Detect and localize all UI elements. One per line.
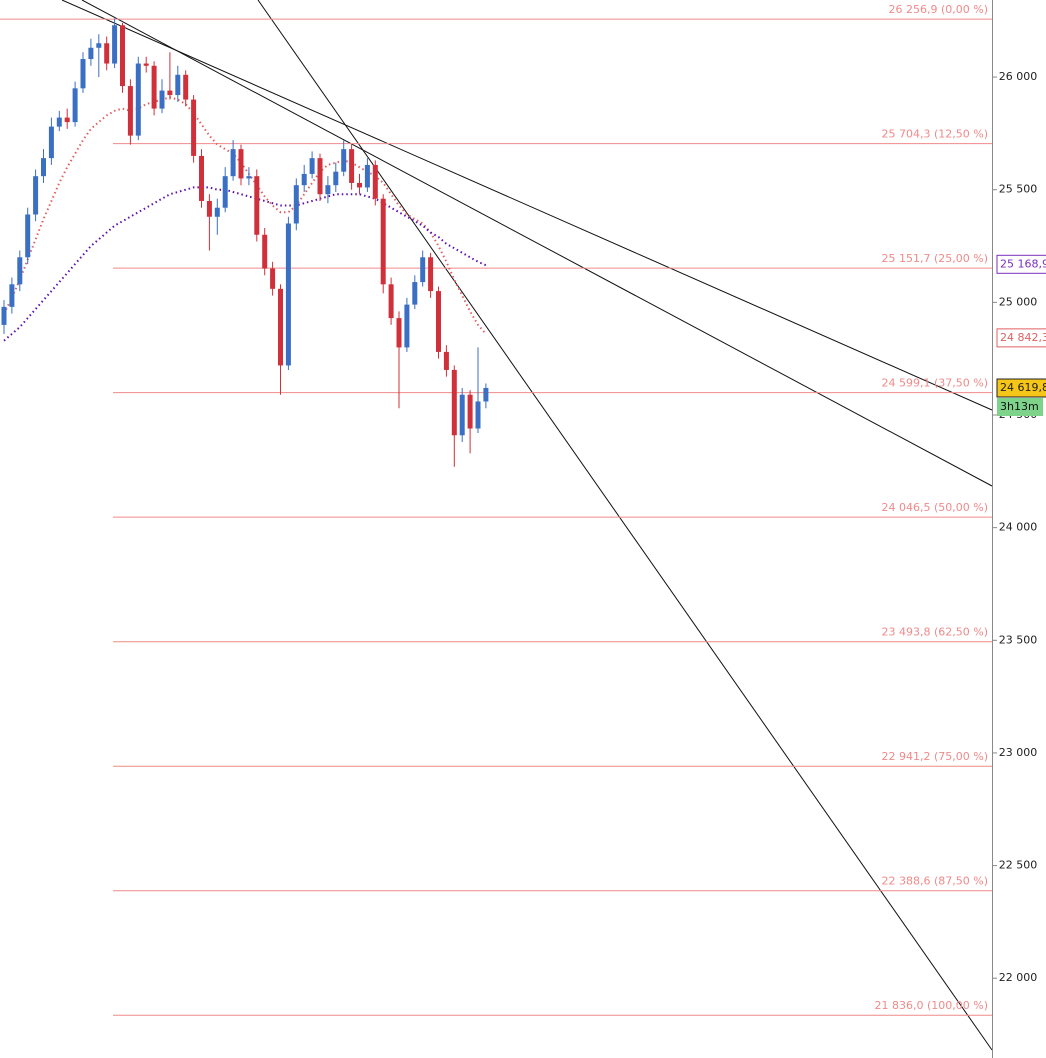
candle-body xyxy=(285,223,291,366)
fib-label: 24 046,5 (50,00 %) xyxy=(881,501,988,514)
price-tag-label: 24 619,8 xyxy=(1000,381,1046,394)
candle-body xyxy=(56,117,62,127)
candle-body xyxy=(17,257,23,285)
candle-body xyxy=(396,318,402,348)
candle-body xyxy=(72,88,78,123)
candle-body xyxy=(483,387,489,402)
y-tick-label: 22 000 xyxy=(999,971,1038,984)
fib-label: 25 704,3 (12,50 %) xyxy=(881,128,988,141)
candle-body xyxy=(191,99,197,156)
candle-body xyxy=(420,257,426,283)
candle-body xyxy=(41,158,46,177)
candle-body xyxy=(25,214,31,258)
candle-body xyxy=(238,149,244,179)
y-tick-label: 24 000 xyxy=(999,521,1038,534)
candle-body xyxy=(333,171,339,186)
candle-body xyxy=(325,185,331,195)
y-tick-label: 23 000 xyxy=(999,746,1038,759)
fib-label: 22 941,2 (75,00 %) xyxy=(881,750,988,763)
candle-body xyxy=(33,176,39,215)
candle-body xyxy=(270,268,276,289)
candle-body xyxy=(451,369,457,436)
timer-box xyxy=(997,398,1043,417)
candle-body xyxy=(206,200,212,217)
price-tag-label: 25 168,9 xyxy=(1000,257,1046,270)
fib-label: 23 493,8 (62,50 %) xyxy=(881,626,988,639)
fib-label: 25 151,7 (25,00 %) xyxy=(881,252,988,265)
price-tag xyxy=(996,378,1046,398)
y-tick-label: 26 000 xyxy=(999,70,1038,83)
candle-body xyxy=(48,126,54,159)
candle-body xyxy=(301,173,307,186)
candle-body xyxy=(254,176,260,235)
candle-body xyxy=(127,86,133,136)
candle-body xyxy=(262,234,268,269)
fib-label: 26 256,9 (0,00 %) xyxy=(888,3,988,16)
candle-body xyxy=(230,149,236,177)
price-tag xyxy=(996,328,1046,348)
candle-body xyxy=(120,25,125,87)
y-tick-label: 23 500 xyxy=(999,633,1038,646)
candle-body xyxy=(372,164,378,199)
trend-line xyxy=(61,0,993,411)
candle-body xyxy=(428,257,434,292)
candle-body xyxy=(112,25,118,64)
candle-body xyxy=(135,63,141,136)
candle-body xyxy=(1,306,7,325)
candle-body xyxy=(317,158,323,195)
fib-label: 22 388,6 (87,50 %) xyxy=(881,875,988,888)
trend-line xyxy=(257,0,993,1051)
fib-label: 21 836,0 (100,00 %) xyxy=(874,999,988,1012)
candle-body xyxy=(246,176,252,179)
candle-body xyxy=(159,90,165,109)
candle-body xyxy=(443,351,449,370)
price-tag-label: 24 842,3 xyxy=(1000,331,1046,344)
candle-body xyxy=(9,284,15,307)
candle-body xyxy=(436,291,441,352)
candle-body xyxy=(293,185,299,224)
y-tick-label: 25 500 xyxy=(999,183,1038,196)
candle-body xyxy=(364,164,370,188)
candle-body xyxy=(88,47,94,60)
candle-body xyxy=(167,90,173,96)
candle-body xyxy=(412,282,418,305)
candle-body xyxy=(380,198,386,285)
candle-body xyxy=(388,284,394,319)
candle-body xyxy=(357,182,362,188)
candle-body xyxy=(404,304,410,348)
moving-average xyxy=(3,186,487,342)
candle-body xyxy=(341,149,347,172)
price-tag xyxy=(996,254,1046,274)
trend-line xyxy=(81,0,993,487)
candle-body xyxy=(183,74,189,100)
y-tick-label: 25 000 xyxy=(999,295,1038,308)
timer-label: 3h13m xyxy=(1000,400,1039,413)
candle-body xyxy=(278,288,283,366)
candle-body xyxy=(96,43,102,48)
candle-body xyxy=(143,63,149,66)
candle-body xyxy=(349,149,355,183)
candle-body xyxy=(175,74,181,96)
candle-body xyxy=(151,65,157,109)
candle-body xyxy=(467,394,473,429)
candle-body xyxy=(80,59,86,89)
candle-body xyxy=(199,155,204,201)
candle-body xyxy=(214,207,220,217)
candle-body xyxy=(459,394,465,436)
y-tick-label: 22 500 xyxy=(999,859,1038,872)
candle-body xyxy=(309,158,315,174)
candle-body xyxy=(64,117,70,123)
fib-label: 24 599,1 (37,50 %) xyxy=(881,377,988,390)
candle-body xyxy=(222,176,228,208)
candle-body xyxy=(104,43,110,64)
candle-body xyxy=(475,401,481,429)
trend-lines xyxy=(61,0,993,1051)
